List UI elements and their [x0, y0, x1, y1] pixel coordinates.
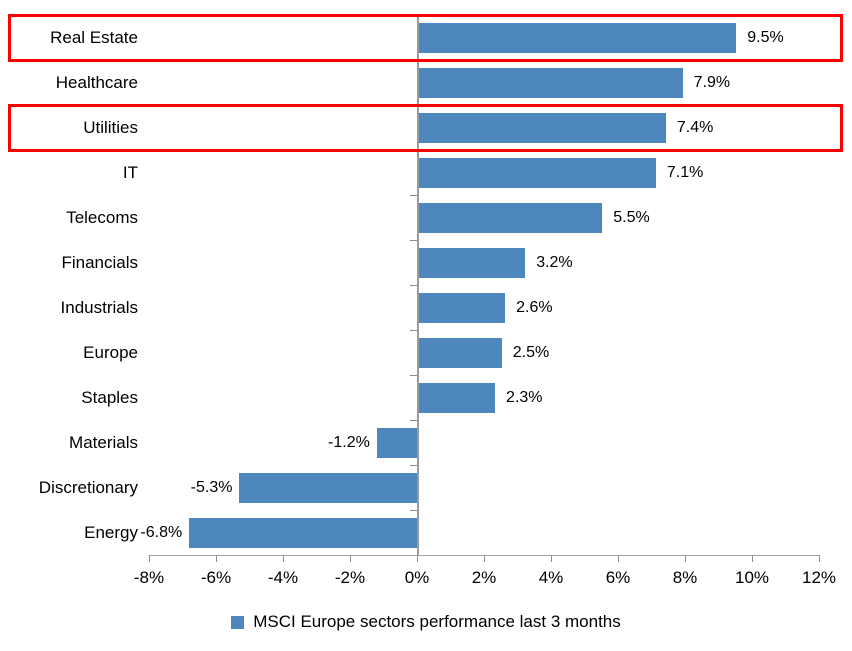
x-axis-tick-label: 2% — [471, 568, 497, 587]
category-label: Discretionary — [38, 477, 138, 497]
x-axis-tick — [819, 555, 820, 562]
x-axis-tick — [417, 555, 418, 562]
x-axis-tick-label: -4% — [267, 568, 299, 587]
bar — [418, 292, 506, 323]
category-label: IT — [122, 162, 138, 182]
y-axis-tick — [410, 375, 417, 376]
highlight-box-real-estate — [8, 14, 843, 62]
legend-marker-icon — [231, 615, 245, 629]
x-axis-tick — [618, 555, 619, 562]
bar — [418, 202, 603, 233]
category-label: Financials — [61, 252, 138, 272]
x-axis-tick-label: -2% — [334, 568, 366, 587]
value-label: 7.1% — [666, 163, 704, 181]
bar — [418, 67, 683, 98]
value-label: -6.8% — [140, 523, 183, 541]
value-label: 2.5% — [512, 343, 550, 361]
value-label: 7.4% — [676, 118, 714, 136]
value-label: 3.2% — [536, 253, 573, 271]
category-label: Telecoms — [66, 207, 138, 227]
bar — [418, 112, 666, 143]
x-axis-tick — [551, 555, 552, 562]
category-label: Energy — [84, 522, 138, 542]
value-label: 7.9% — [693, 73, 731, 91]
y-axis-tick — [410, 195, 417, 196]
y-axis-tick — [410, 420, 417, 421]
x-axis-tick-label: 6% — [605, 568, 631, 587]
highlight-box-utilities — [8, 104, 843, 152]
x-axis-tick-label: 4% — [538, 568, 564, 587]
category-label: Industrials — [60, 297, 138, 317]
x-axis-tick — [149, 555, 150, 562]
chart-legend: MSCI Europe sectors performance last 3 m… — [0, 612, 852, 632]
y-axis-tick — [410, 510, 417, 511]
x-axis-tick-label: 8% — [672, 568, 698, 587]
category-label: Europe — [83, 342, 138, 362]
x-axis-tick — [216, 555, 217, 562]
y-axis-line — [417, 15, 419, 555]
x-axis-tick-label: 10% — [734, 568, 770, 587]
y-axis-tick — [410, 285, 417, 286]
x-axis-tick — [484, 555, 485, 562]
value-label: 2.3% — [506, 388, 543, 406]
legend-label: MSCI Europe sectors performance last 3 m… — [253, 612, 621, 631]
value-label: -1.2% — [328, 433, 370, 451]
x-axis-tick-label: -8% — [133, 568, 165, 587]
category-label: Healthcare — [55, 72, 138, 92]
bar — [418, 157, 656, 188]
value-label: -5.3% — [190, 478, 233, 496]
value-label: 2.6% — [516, 298, 553, 316]
x-axis-tick — [685, 555, 686, 562]
y-axis-tick — [410, 330, 417, 331]
value-label: 9.5% — [747, 28, 784, 46]
bar — [418, 382, 496, 413]
bar — [239, 472, 417, 503]
value-label: 5.5% — [613, 208, 650, 226]
x-axis-tick — [350, 555, 351, 562]
x-axis-tick — [752, 555, 753, 562]
x-axis-tick-label: 0% — [404, 568, 430, 587]
bar — [418, 247, 526, 278]
x-axis-tick-label: 12% — [801, 568, 837, 587]
category-label: Real Estate — [50, 27, 138, 47]
bar — [189, 517, 417, 548]
y-axis-tick — [410, 465, 417, 466]
x-axis-tick-label: -6% — [200, 568, 232, 587]
y-axis-tick — [410, 240, 417, 241]
category-label: Staples — [81, 387, 138, 407]
bar — [418, 22, 737, 53]
x-axis-tick — [283, 555, 284, 562]
category-label: Materials — [69, 432, 138, 452]
bar — [376, 427, 417, 458]
bar — [418, 337, 502, 368]
category-label: Utilities — [83, 117, 138, 137]
